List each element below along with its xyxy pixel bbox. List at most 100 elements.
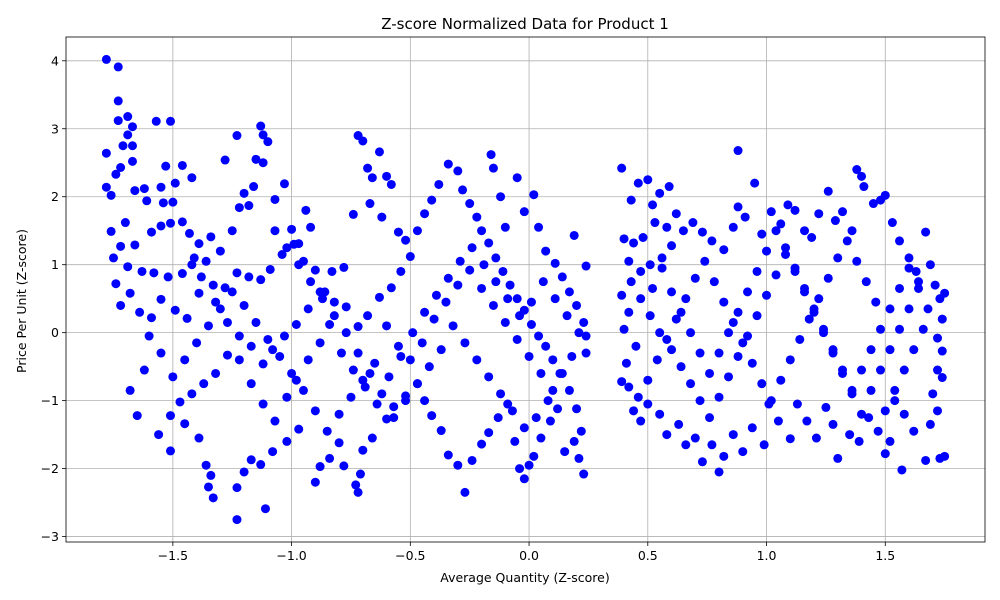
scatter-point (719, 245, 729, 255)
scatter-point (303, 355, 313, 365)
scatter-point (868, 199, 878, 209)
scatter-point (258, 359, 268, 369)
scatter-point (766, 396, 776, 406)
scatter-point (232, 268, 242, 278)
scatter-point (135, 307, 145, 317)
scatter-point (759, 440, 769, 450)
scatter-point (933, 333, 943, 343)
scatter-point (367, 173, 377, 183)
scatter-point (358, 445, 368, 455)
scatter-point (705, 368, 715, 378)
scatter-point (555, 368, 565, 378)
scatter-point (351, 480, 361, 490)
scatter-point (429, 314, 439, 324)
scatter-point (123, 130, 133, 140)
scatter-point (629, 406, 639, 416)
scatter-point (222, 350, 232, 360)
scatter-point (187, 173, 197, 183)
scatter-point (643, 375, 653, 385)
scatter-point (762, 290, 772, 300)
scatter-point (740, 212, 750, 222)
scatter-point (234, 355, 244, 365)
scatter-point (852, 256, 862, 266)
scatter-point (771, 226, 781, 236)
scatter-point (101, 182, 111, 192)
scatter-point (830, 216, 840, 226)
scatter-point (866, 345, 876, 355)
scatter-point (617, 377, 627, 387)
scatter-point (291, 375, 301, 385)
scatter-point (809, 304, 819, 314)
scatter-point (619, 234, 629, 244)
scatter-point (652, 355, 662, 365)
scatter-point (724, 372, 734, 382)
scatter-point (484, 238, 494, 248)
scatter-point (477, 283, 487, 293)
scatter-point (743, 331, 753, 341)
scatter-point (802, 416, 812, 426)
scatter-point (800, 283, 810, 293)
scatter-point (773, 416, 783, 426)
scatter-point (930, 280, 940, 290)
scatter-point (363, 311, 373, 321)
scatter-point (101, 148, 111, 158)
scatter-point (638, 233, 648, 242)
scatter-point (909, 426, 919, 436)
scatter-point (925, 260, 935, 270)
scatter-point (671, 314, 681, 324)
scatter-point (315, 462, 325, 472)
scatter-point (491, 277, 501, 287)
scatter-point (232, 483, 242, 493)
scatter-point (572, 404, 582, 414)
scatter-point (196, 272, 206, 282)
scatter-point (686, 328, 696, 338)
scatter-point (465, 199, 475, 209)
scatter-point (310, 265, 320, 275)
scatter-point (234, 203, 244, 213)
x-tick-label: −0.5 (395, 548, 425, 563)
scatter-point (928, 389, 938, 399)
scatter-point (676, 362, 686, 372)
scatter-point (633, 178, 643, 188)
scatter-point (719, 451, 729, 461)
scatter-point (156, 221, 166, 231)
scatter-point (781, 250, 791, 259)
scatter-point (887, 218, 897, 228)
scatter-point (885, 345, 895, 355)
x-tick-label: 0.5 (638, 548, 658, 563)
scatter-point (804, 314, 814, 324)
scatter-point (306, 222, 316, 232)
scatter-point (838, 365, 848, 375)
scatter-point (484, 428, 494, 438)
scatter-point (781, 243, 791, 253)
scatter-point (339, 461, 349, 471)
y-axis-ticks: −3 −2 −1 0 1 2 3 4 (41, 53, 66, 544)
scatter-point (519, 423, 529, 433)
scatter-point (714, 392, 724, 402)
scatter-point (498, 266, 508, 276)
x-axis-ticks: −1.5 −1.0 −0.5 0.0 0.5 1.0 1.5 (158, 542, 895, 563)
scatter-point (275, 351, 285, 361)
scatter-point (287, 224, 297, 234)
scatter-point (923, 304, 933, 314)
scatter-point (125, 385, 135, 395)
scatter-point (738, 338, 748, 348)
scatter-point (581, 331, 591, 341)
scatter-point (208, 493, 218, 503)
scatter-point (503, 399, 513, 409)
scatter-point (531, 413, 541, 423)
scatter-point (895, 324, 905, 334)
scatter-point (256, 121, 266, 131)
scatter-point (636, 416, 646, 426)
y-tick-label: −1 (41, 393, 59, 408)
y-tick-label: 1 (51, 257, 59, 272)
scatter-point (681, 294, 691, 304)
scatter-point (921, 455, 931, 465)
scatter-point (548, 385, 558, 395)
scatter-point (441, 297, 451, 307)
scatter-point (270, 194, 280, 204)
scatter-point (268, 345, 278, 355)
scatter-point (336, 348, 346, 358)
scatter-point (353, 348, 363, 358)
scatter-point (776, 375, 786, 385)
